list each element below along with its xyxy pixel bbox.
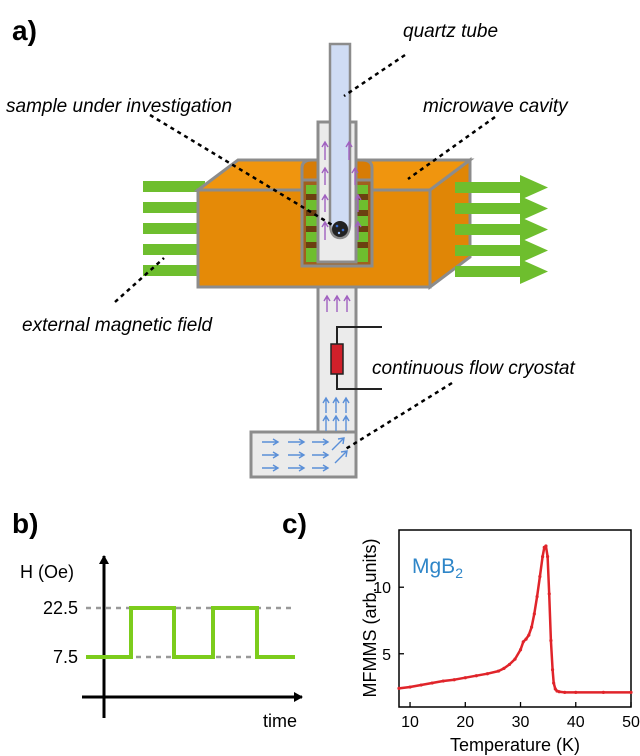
data-point	[524, 637, 528, 641]
panel-b-level-high: 22.5	[43, 598, 78, 618]
label-cryostat: continuous flow cryostat	[372, 358, 575, 379]
label-external-field: external magnetic field	[22, 315, 214, 336]
panel-b-waveform	[86, 606, 295, 659]
heater	[330, 326, 382, 390]
data-point	[507, 662, 512, 667]
x-tick-label: 40	[567, 714, 585, 731]
label-quartz-tube: quartz tube	[403, 21, 498, 42]
sample	[332, 221, 348, 237]
data-point	[563, 690, 567, 694]
quartz-tube	[328, 42, 352, 240]
x-tick-label: 50	[622, 714, 640, 731]
panel-b-level-low: 7.5	[53, 647, 78, 667]
data-point	[397, 686, 401, 690]
data-point	[496, 669, 501, 673]
data-point	[549, 638, 553, 643]
data-point	[408, 685, 412, 689]
microwave-cavity-box	[193, 157, 475, 290]
data-point	[544, 544, 548, 548]
chart-annotation: MgB2	[412, 555, 463, 581]
data-point	[521, 640, 525, 644]
data-point	[547, 592, 551, 596]
data-point	[550, 668, 555, 672]
data-point	[441, 679, 445, 683]
field-arrows-right	[455, 175, 548, 284]
data-point	[535, 594, 539, 599]
cryostat-column	[249, 285, 358, 479]
panel-b-level-lines	[86, 606, 295, 659]
x-tick-label: 10	[401, 714, 419, 731]
data-point	[574, 690, 578, 694]
chart-frame	[398, 529, 632, 708]
panel-b-ylabel: H (Oe)	[20, 562, 74, 582]
data-point	[430, 681, 434, 685]
data-point	[527, 633, 531, 637]
flow-arrows-purple	[321, 140, 362, 312]
flow-arrows-blue	[262, 396, 350, 472]
data-point	[463, 676, 467, 680]
chart-c: 10 20 30 40 50 5 10 MgB2 Temperature (K) MFMMS…	[360, 529, 640, 755]
data-point	[518, 648, 523, 652]
panel-a-label: a)	[12, 15, 37, 46]
label-microwave-cavity: microwave cavity	[423, 96, 569, 117]
data-point	[629, 690, 633, 694]
data-point	[532, 612, 536, 616]
panel-c-label: c)	[282, 508, 307, 539]
data-point	[452, 678, 456, 682]
y-tick-label: 10	[373, 580, 391, 597]
data-point	[601, 690, 605, 694]
data-point	[538, 574, 542, 579]
data-point	[557, 690, 561, 694]
panel-b-axes	[82, 555, 303, 718]
x-tick-label: 30	[512, 714, 530, 731]
annotation-main: MgB	[412, 555, 455, 578]
chart-ylabel: MFMMS (arb. units)	[360, 538, 380, 697]
data-point	[529, 625, 534, 629]
y-tick-label: 5	[382, 647, 391, 664]
data-point	[513, 657, 517, 661]
label-sample: sample under investigation	[6, 96, 232, 117]
data-point	[419, 683, 423, 687]
annotation-subscript: 2	[455, 565, 463, 581]
data-point	[502, 666, 506, 671]
data-point	[485, 672, 489, 676]
leader-lines	[114, 53, 496, 452]
chart-xlabel: Temperature (K)	[450, 735, 580, 755]
data-point	[545, 555, 550, 559]
panel-b-xlabel: time	[263, 711, 297, 731]
field-arrows-left	[143, 181, 205, 276]
data-point	[474, 674, 478, 678]
data-point	[552, 681, 556, 685]
panel-b-label: b)	[12, 508, 38, 539]
x-tick-label: 20	[456, 714, 474, 731]
data-point	[541, 555, 545, 559]
